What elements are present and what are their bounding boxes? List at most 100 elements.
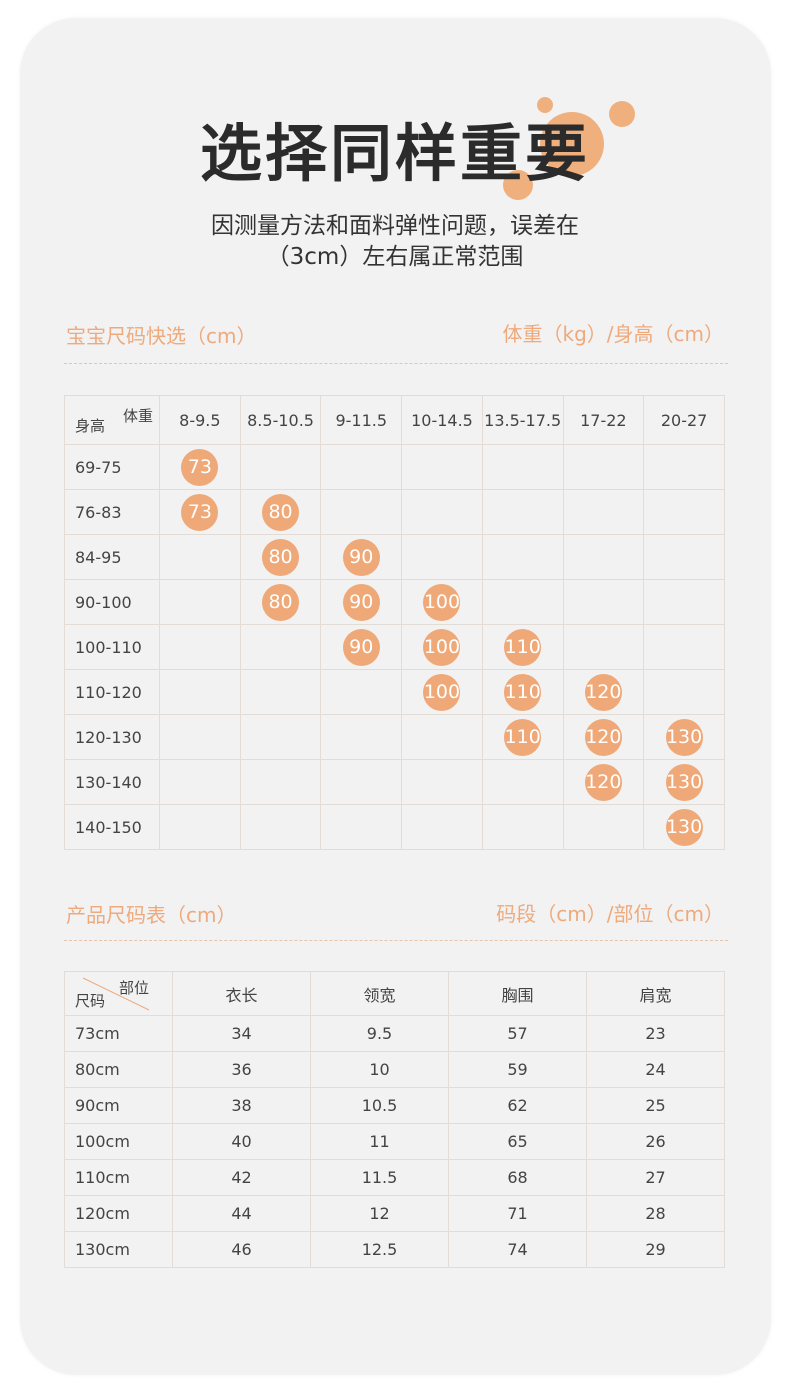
size-label: 100cm [64, 1123, 173, 1160]
corner-diagonal-line [82, 977, 150, 1011]
size-table-divider [64, 940, 728, 941]
size-cell [159, 714, 241, 760]
measurement-value: 23 [586, 1015, 725, 1052]
size-cell [643, 669, 725, 715]
decor-bubble-right [609, 101, 635, 127]
measurement-value: 68 [448, 1159, 587, 1196]
size-cell: 80 [239, 534, 322, 580]
size-badge: 100 [423, 673, 461, 711]
measurement-value: 65 [448, 1123, 587, 1160]
quick-select-row: 76-83 73 80 [64, 489, 725, 535]
size-cell: 73 [159, 444, 241, 490]
size-badge: 90 [342, 538, 380, 576]
size-label: 120cm [64, 1195, 173, 1232]
size-badge: 130 [665, 763, 703, 801]
size-cell [239, 759, 322, 805]
size-label: 110cm [64, 1159, 173, 1196]
size-cell: 130 [643, 759, 725, 805]
size-cell [239, 624, 322, 670]
size-cell [481, 579, 564, 625]
measurement-header: 衣长 [172, 971, 311, 1016]
size-cell: 90 [320, 579, 403, 625]
corner-size-label: 尺码 [75, 992, 106, 1010]
measurement-value: 44 [172, 1195, 311, 1232]
size-label: 80cm [64, 1051, 173, 1088]
decor-bubble-small [537, 97, 553, 113]
size-cell [239, 669, 322, 715]
size-chart-row: 120cm 44 12 71 28 [64, 1195, 725, 1232]
size-badge: 80 [262, 583, 300, 621]
measurement-value: 29 [586, 1231, 725, 1268]
weight-header: 8-9.5 [159, 395, 241, 445]
size-chart-row: 73cm 34 9.5 57 23 [64, 1015, 725, 1052]
size-cell [562, 624, 645, 670]
measurement-value: 10.5 [310, 1087, 449, 1124]
size-chart-row: 90cm 38 10.5 62 25 [64, 1087, 725, 1124]
corner-weight-label: 体重 [122, 407, 153, 425]
quick-select-row: 90-100 80 90 100 [64, 579, 725, 625]
measurement-header: 肩宽 [586, 971, 725, 1016]
size-badge: 90 [342, 628, 380, 666]
measurement-value: 46 [172, 1231, 311, 1268]
size-badge: 90 [342, 583, 380, 621]
size-cell: 100 [401, 624, 483, 670]
size-cell: 90 [320, 624, 403, 670]
size-cell [562, 444, 645, 490]
quick-select-row: 69-75 73 [64, 444, 725, 490]
size-cell [320, 669, 403, 715]
weight-header: 20-27 [643, 395, 725, 445]
size-cell [643, 534, 725, 580]
size-cell: 80 [239, 579, 322, 625]
quick-select-header-row: 体重 身高 8-9.5 8.5-10.5 9-11.5 10-14.5 13.5-17.… [64, 395, 725, 445]
measurement-value: 12 [310, 1195, 449, 1232]
size-badge: 110 [504, 628, 542, 666]
size-cell [481, 804, 564, 850]
size-badge: 73 [181, 493, 219, 531]
size-cell [159, 669, 241, 715]
size-cell [643, 624, 725, 670]
size-cell [401, 714, 483, 760]
size-cell [562, 804, 645, 850]
size-cell [562, 489, 645, 535]
measurement-value: 38 [172, 1087, 311, 1124]
measurement-value: 28 [586, 1195, 725, 1232]
size-badge: 100 [423, 628, 461, 666]
corner-cell-2: 部位 尺码 [64, 971, 173, 1016]
size-cell: 130 [643, 714, 725, 760]
measurement-value: 26 [586, 1123, 725, 1160]
size-badge: 120 [584, 763, 622, 801]
size-cell: 120 [562, 714, 645, 760]
height-label: 90-100 [64, 579, 160, 625]
size-chart-header-row: 部位 尺码 衣长 领宽 胸围 肩宽 [64, 971, 725, 1016]
size-cell [481, 759, 564, 805]
quick-select-row: 130-140 120 130 [64, 759, 725, 805]
measurement-value: 62 [448, 1087, 587, 1124]
size-cell: 110 [481, 669, 564, 715]
size-chart-row: 100cm 40 11 65 26 [64, 1123, 725, 1160]
size-cell: 130 [643, 804, 725, 850]
tolerance-note-line1: 因测量方法和面料弹性问题，误差在 [211, 213, 579, 239]
size-badge: 73 [181, 448, 219, 486]
size-cell: 73 [159, 489, 241, 535]
size-cell [481, 489, 564, 535]
size-cell [159, 579, 241, 625]
size-cell [239, 714, 322, 760]
measurement-value: 74 [448, 1231, 587, 1268]
size-label: 73cm [64, 1015, 173, 1052]
size-cell: 100 [401, 579, 483, 625]
size-cell [320, 489, 403, 535]
size-badge: 110 [504, 718, 542, 756]
size-cell [643, 444, 725, 490]
size-chart-row: 110cm 42 11.5 68 27 [64, 1159, 725, 1196]
size-cell [562, 579, 645, 625]
size-cell [401, 759, 483, 805]
size-cell [401, 444, 483, 490]
height-label: 140-150 [64, 804, 160, 850]
height-label: 84-95 [64, 534, 160, 580]
measurement-header: 胸围 [448, 971, 587, 1016]
size-chart-row: 80cm 36 10 59 24 [64, 1051, 725, 1088]
tolerance-note-line2: （3cm）左右属正常范围 [266, 244, 524, 270]
size-cell [320, 804, 403, 850]
size-cell [159, 759, 241, 805]
size-cell: 110 [481, 714, 564, 760]
